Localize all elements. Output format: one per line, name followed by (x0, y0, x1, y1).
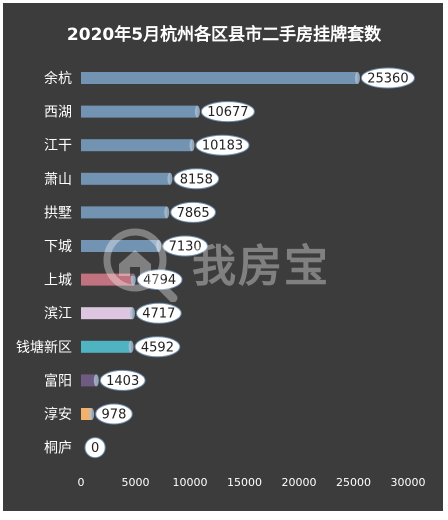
chart-background (3, 3, 443, 511)
category-label: 桐庐 (44, 441, 72, 457)
x-tick-label: 25000 (336, 476, 371, 489)
watermark-text: 我房宝 (192, 241, 330, 292)
bar-end-cap (129, 307, 135, 320)
bar-end-cap (93, 374, 99, 387)
bar-end-cap (156, 240, 162, 252)
chart-title: 2020年5月杭州各区县市二手房挂牌套数 (66, 25, 382, 45)
x-tick-label: 5000 (122, 476, 150, 489)
data-label-bubble (95, 403, 133, 425)
data-label-bubble (136, 269, 183, 291)
bar (81, 374, 97, 387)
watermark: 我房宝 (95, 222, 365, 302)
bar-end-cap (128, 340, 134, 353)
bar (81, 172, 170, 185)
category-label: 拱墅 (44, 205, 72, 221)
bar-end-cap (354, 72, 360, 84)
data-label-bubble (99, 369, 146, 391)
data-label-text: 4717 (142, 307, 175, 322)
bar (81, 139, 192, 152)
data-label: 4592 (134, 336, 181, 358)
bar-end-cap (89, 408, 95, 420)
data-label: 4794 (136, 269, 183, 291)
bar (81, 105, 198, 118)
bar-end-cap (189, 139, 195, 152)
data-label: 0 (84, 437, 106, 459)
bar-end-cap (194, 105, 200, 118)
house-magnifier-icon (103, 228, 178, 302)
data-label: 4717 (135, 302, 182, 324)
data-label: 7130 (162, 235, 209, 257)
bar-end-cap (130, 273, 136, 286)
category-label: 下城 (44, 239, 72, 255)
data-label-bubble (195, 134, 250, 156)
data-label: 25360 (360, 67, 415, 89)
bars-layer (81, 72, 360, 420)
data-labels-layer: 25360 10677 10183 8158 7865 7130 4794 4717 4592 1… (84, 67, 415, 459)
x-tick-labels-layer: 0 5000 10000 15000 20000 25000 30000 (78, 476, 426, 489)
data-label-text: 8158 (180, 172, 213, 187)
x-tick-label: 10000 (173, 476, 208, 489)
x-tick-label: 20000 (282, 476, 317, 489)
x-tick-label: 15000 (227, 476, 262, 489)
data-label-text: 4794 (143, 273, 176, 288)
data-label-text: 0 (91, 441, 99, 456)
data-label-text: 978 (102, 408, 127, 423)
data-label: 7865 (170, 201, 217, 223)
data-label-bubble (135, 302, 182, 324)
data-label-text: 10183 (202, 139, 243, 154)
data-label-bubble (162, 235, 209, 257)
bar (81, 340, 132, 353)
data-label-text: 7865 (177, 206, 210, 221)
category-label: 富阳 (44, 372, 72, 389)
x-tick-label: 0 (78, 476, 85, 489)
data-label-bubble (170, 201, 217, 223)
data-label-bubble (360, 67, 415, 89)
category-label: 上城 (44, 273, 72, 289)
data-label: 978 (95, 403, 133, 425)
bar (81, 307, 133, 320)
category-label: 萧山 (44, 172, 72, 188)
category-label: 淳安 (44, 406, 72, 423)
data-label-text: 4592 (141, 340, 174, 355)
bar (81, 273, 134, 286)
category-label: 钱塘新区 (16, 340, 72, 356)
data-label: 10183 (195, 134, 250, 156)
data-label-bubble (84, 437, 106, 459)
bar (81, 240, 159, 252)
data-label-text: 10677 (207, 105, 248, 120)
data-label-bubble (173, 168, 220, 190)
data-label-bubble (200, 101, 255, 123)
data-label: 8158 (173, 168, 220, 190)
data-label-text: 1403 (106, 374, 139, 389)
x-tick-label: 30000 (391, 476, 426, 489)
bar-end-cap (164, 206, 170, 219)
data-label: 10677 (200, 101, 255, 123)
data-label-bubble (134, 336, 181, 358)
data-label-text: 7130 (169, 240, 202, 255)
bar (81, 72, 358, 84)
data-label-text: 25360 (367, 72, 408, 87)
category-label: 西湖 (44, 105, 72, 121)
category-label: 江干 (44, 138, 72, 154)
category-label: 余杭 (44, 70, 72, 87)
bar (81, 408, 92, 420)
data-label: 1403 (99, 369, 146, 391)
category-label: 滨江 (44, 306, 72, 322)
bar (81, 206, 167, 219)
bar-end-cap (167, 172, 173, 185)
